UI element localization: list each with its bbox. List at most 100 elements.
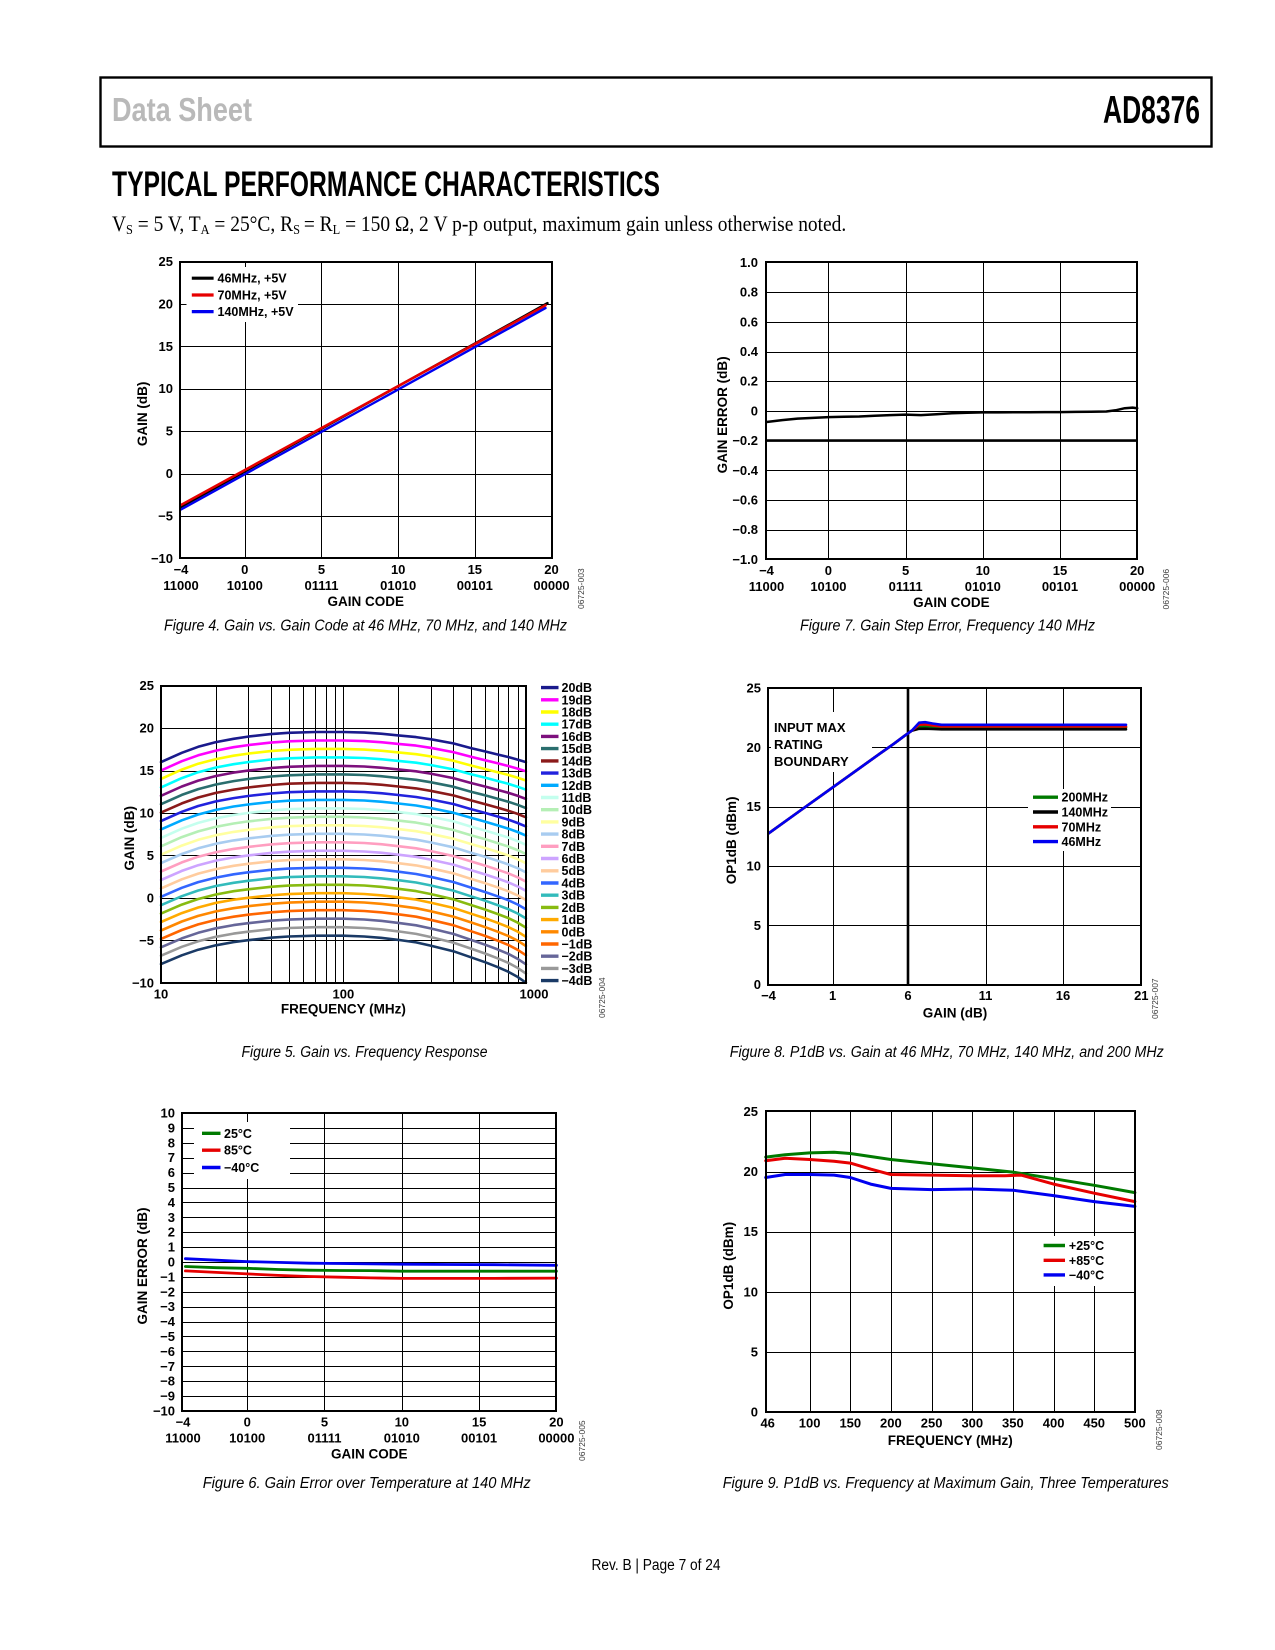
- svg-text:+85°C: +85°C: [1069, 1254, 1104, 1268]
- svg-text:350: 350: [1002, 1416, 1024, 1431]
- svg-text:−4: −4: [160, 1314, 176, 1329]
- svg-text:4dB: 4dB: [562, 877, 586, 891]
- svg-text:46MHz: 46MHz: [1062, 835, 1102, 849]
- svg-text:11000: 11000: [749, 579, 784, 594]
- svg-text:11000: 11000: [163, 578, 198, 593]
- svg-text:−1: −1: [160, 1269, 175, 1284]
- svg-text:20: 20: [1130, 563, 1144, 578]
- svg-text:11: 11: [979, 988, 993, 1003]
- svg-text:0.2: 0.2: [740, 374, 758, 389]
- svg-text:200: 200: [880, 1416, 902, 1431]
- svg-text:−40°C: −40°C: [1069, 1268, 1104, 1282]
- svg-text:−4: −4: [759, 563, 775, 578]
- svg-text:10100: 10100: [227, 578, 263, 593]
- svg-text:−2dB: −2dB: [562, 950, 593, 964]
- svg-text:−9: −9: [160, 1389, 175, 1404]
- svg-text:0.4: 0.4: [740, 344, 759, 359]
- svg-text:GAIN (dB): GAIN (dB): [122, 806, 137, 871]
- svg-text:0: 0: [825, 563, 832, 578]
- svg-text:1000: 1000: [520, 986, 549, 1001]
- svg-text:+25°C: +25°C: [1069, 1239, 1104, 1253]
- svg-text:0: 0: [168, 1255, 175, 1270]
- svg-text:0: 0: [754, 977, 761, 992]
- svg-text:20: 20: [140, 721, 154, 736]
- svg-text:00000: 00000: [538, 1431, 574, 1446]
- svg-text:06725-003: 06725-003: [576, 568, 586, 609]
- svg-text:BOUNDARY: BOUNDARY: [774, 754, 849, 769]
- svg-text:−3dB: −3dB: [562, 962, 593, 976]
- svg-text:70MHz, +5V: 70MHz, +5V: [218, 289, 288, 303]
- svg-text:−0.6: −0.6: [732, 493, 758, 508]
- svg-text:0: 0: [166, 466, 173, 481]
- svg-text:250: 250: [921, 1416, 943, 1431]
- svg-text:25: 25: [744, 1104, 758, 1119]
- svg-text:−4dB: −4dB: [562, 974, 593, 988]
- svg-text:Figure 5. Gain vs. Frequency R: Figure 5. Gain vs. Frequency Response: [242, 1044, 488, 1061]
- svg-text:−0.2: −0.2: [732, 433, 758, 448]
- svg-text:GAIN (dB): GAIN (dB): [923, 1006, 988, 1021]
- svg-text:16: 16: [1056, 988, 1070, 1003]
- svg-text:15: 15: [744, 1224, 758, 1239]
- svg-text:1: 1: [829, 988, 836, 1003]
- svg-text:10: 10: [159, 381, 173, 396]
- svg-text:46MHz, +5V: 46MHz, +5V: [218, 272, 288, 286]
- svg-text:06725-004: 06725-004: [597, 977, 607, 1018]
- svg-text:10: 10: [395, 1415, 409, 1430]
- svg-text:−8: −8: [160, 1374, 175, 1389]
- svg-text:01010: 01010: [380, 578, 416, 593]
- svg-text:Figure 4. Gain vs. Gain Code a: Figure 4. Gain vs. Gain Code at 46 MHz, …: [164, 618, 567, 635]
- svg-text:Figure 9. P1dB vs. Frequency a: Figure 9. P1dB vs. Frequency at Maximum …: [723, 1475, 1169, 1492]
- svg-text:5dB: 5dB: [562, 864, 586, 878]
- svg-text:−6: −6: [160, 1344, 175, 1359]
- svg-text:12dB: 12dB: [562, 779, 593, 793]
- svg-text:10: 10: [140, 806, 154, 821]
- svg-text:140MHz, +5V: 140MHz, +5V: [218, 305, 295, 319]
- svg-text:06725-008: 06725-008: [1154, 1409, 1164, 1450]
- svg-text:7dB: 7dB: [562, 840, 586, 854]
- svg-text:140MHz: 140MHz: [1062, 806, 1109, 820]
- svg-text:−0.4: −0.4: [732, 463, 758, 478]
- svg-text:10dB: 10dB: [562, 803, 593, 817]
- svg-text:0: 0: [147, 890, 154, 905]
- svg-text:−4: −4: [174, 562, 190, 577]
- svg-text:OP1dB (dBm): OP1dB (dBm): [724, 797, 739, 885]
- svg-text:20: 20: [544, 562, 558, 577]
- svg-text:20: 20: [159, 296, 173, 311]
- svg-text:5: 5: [168, 1180, 175, 1195]
- svg-text:20dB: 20dB: [562, 681, 593, 695]
- svg-text:VS = 5 V, TA = 25°C, RS = RL =: VS = 5 V, TA = 25°C, RS = RL = 150 Ω, 2 …: [112, 213, 846, 237]
- svg-text:INPUT MAX: INPUT MAX: [774, 720, 846, 735]
- svg-text:1.0: 1.0: [740, 255, 758, 270]
- svg-text:400: 400: [1043, 1416, 1065, 1431]
- svg-text:20: 20: [747, 740, 761, 755]
- svg-text:18dB: 18dB: [562, 706, 593, 720]
- svg-text:01111: 01111: [308, 1431, 342, 1446]
- svg-text:Rev. B | Page 7 of 24: Rev. B | Page 7 of 24: [592, 1557, 721, 1574]
- svg-text:Data Sheet: Data Sheet: [112, 91, 252, 128]
- svg-text:−1dB: −1dB: [562, 938, 593, 952]
- svg-text:15: 15: [472, 1415, 486, 1430]
- svg-text:11000: 11000: [165, 1431, 200, 1446]
- svg-text:11dB: 11dB: [562, 791, 592, 805]
- svg-text:25: 25: [747, 681, 761, 696]
- svg-text:−4: −4: [761, 988, 777, 1003]
- svg-text:5: 5: [166, 424, 173, 439]
- svg-text:10: 10: [976, 563, 990, 578]
- svg-text:FREQUENCY (MHz): FREQUENCY (MHz): [888, 1433, 1013, 1448]
- svg-text:0: 0: [241, 562, 248, 577]
- svg-text:46: 46: [760, 1416, 774, 1431]
- svg-text:GAIN ERROR (dB): GAIN ERROR (dB): [715, 356, 730, 473]
- svg-text:21: 21: [1134, 988, 1148, 1003]
- svg-text:10100: 10100: [229, 1431, 265, 1446]
- svg-text:25: 25: [140, 678, 154, 693]
- svg-text:Figure 7. Gain Step Error, Fre: Figure 7. Gain Step Error, Frequency 140…: [800, 618, 1095, 635]
- svg-text:3: 3: [168, 1210, 175, 1225]
- svg-text:−10: −10: [153, 1404, 175, 1419]
- svg-text:6dB: 6dB: [562, 852, 586, 866]
- svg-text:01111: 01111: [889, 579, 923, 594]
- svg-text:4: 4: [168, 1195, 176, 1210]
- svg-text:5: 5: [902, 563, 909, 578]
- svg-text:10: 10: [391, 562, 405, 577]
- svg-text:3dB: 3dB: [562, 889, 586, 903]
- svg-text:7: 7: [168, 1150, 175, 1165]
